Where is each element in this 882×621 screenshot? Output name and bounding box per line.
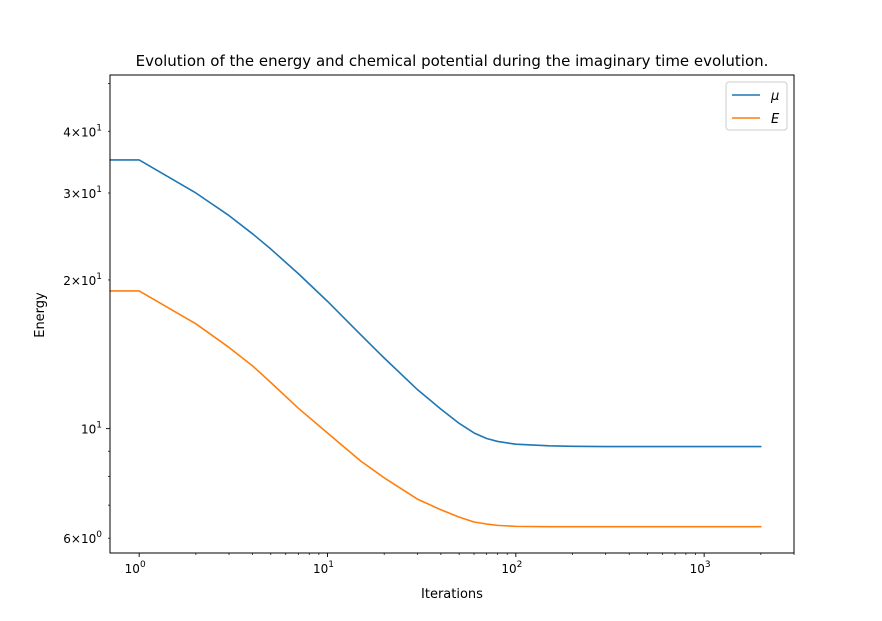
y-tick-label: 101: [81, 421, 102, 437]
y-axis-ticks: 6×100 101 2×101 3×101 4×101: [63, 83, 110, 546]
legend: μE: [725, 81, 788, 131]
x-axis-label: Iterations: [421, 587, 483, 602]
y-tick-label: 2×101: [63, 272, 102, 288]
y-axis-label: Energy: [33, 292, 48, 338]
series-line-energy: [109, 290, 762, 528]
y-tick-label: 4×101: [63, 123, 102, 139]
x-axis-ticks: 100 101 102 103: [125, 553, 795, 576]
series-layer: [109, 159, 762, 528]
plot-frame: [109, 74, 795, 554]
y-tick-label: 3×101: [63, 185, 102, 201]
series-line-mu: [109, 159, 762, 448]
y-tick-label: 6×100: [63, 530, 102, 546]
legend-label-energy: E: [771, 112, 780, 127]
x-tick-label: 103: [690, 560, 711, 576]
legend-label-mu: μ: [770, 89, 779, 104]
x-tick-label: 100: [125, 560, 146, 576]
chart-title: Evolution of the energy and chemical pot…: [136, 52, 769, 70]
x-tick-label: 102: [501, 560, 522, 576]
x-tick-label: 101: [313, 560, 334, 576]
